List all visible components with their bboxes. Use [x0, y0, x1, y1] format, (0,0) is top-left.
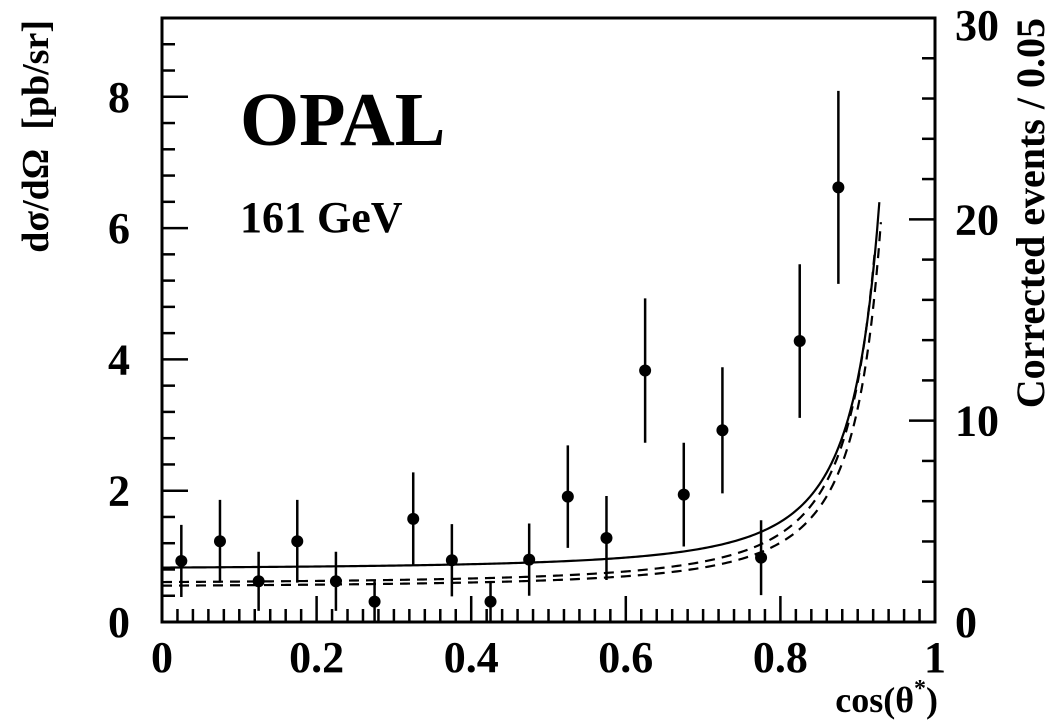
fit-curves [162, 202, 882, 587]
x-axis-label-sup: * [914, 676, 926, 702]
data-point [832, 181, 845, 194]
fit-central-curve [162, 202, 881, 569]
data-point [368, 595, 381, 608]
fit-error-band-curve [162, 252, 876, 584]
y-axis-label: dσ/dΩ [pb/sr] [15, 20, 57, 253]
data-point [677, 488, 690, 501]
y-tick-label: 4 [108, 335, 130, 384]
data-point [175, 554, 188, 567]
y-right-tick-label: 0 [955, 598, 977, 647]
data-point [445, 554, 458, 567]
data-points [175, 90, 845, 622]
energy-label: 161 GeV [240, 193, 403, 242]
y-tick-label: 8 [108, 73, 130, 122]
data-point [793, 335, 806, 348]
y-axis-right-label: Corrected events / 0.05 [1008, 18, 1052, 408]
data-point [291, 535, 304, 548]
x-tick-label: 0.4 [444, 633, 499, 682]
x-tick-label: 0.2 [289, 633, 344, 682]
data-point [600, 531, 613, 544]
y-right-tick-label: 20 [955, 195, 999, 244]
data-point [407, 512, 420, 525]
x-axis-label-close: ) [926, 680, 938, 720]
data-point [716, 424, 729, 437]
data-point [523, 553, 536, 566]
y-right-tick-label: 30 [955, 1, 999, 50]
x-tick-label: 0 [151, 633, 173, 682]
x-axis-label: cos(θ*) [835, 676, 938, 720]
data-point [639, 364, 652, 377]
fit-error-band-curve [162, 222, 882, 587]
data-point [213, 535, 226, 548]
x-tick-label: 0.8 [753, 633, 808, 682]
data-point [755, 551, 768, 564]
data-point [484, 595, 497, 608]
x-tick-label: 0.6 [598, 633, 653, 682]
x-axis-label-base: cos(θ [835, 680, 914, 720]
data-point [252, 575, 265, 588]
y-right-tick-label: 10 [955, 397, 999, 446]
y-tick-label: 2 [108, 467, 130, 516]
data-point [561, 490, 574, 503]
y-tick-label: 6 [108, 204, 130, 253]
axis-ticks [160, 16, 937, 624]
y-tick-label: 0 [108, 598, 130, 647]
data-point [329, 575, 342, 588]
experiment-label: OPAL [240, 78, 445, 162]
x-tick-label: 1 [924, 633, 946, 682]
